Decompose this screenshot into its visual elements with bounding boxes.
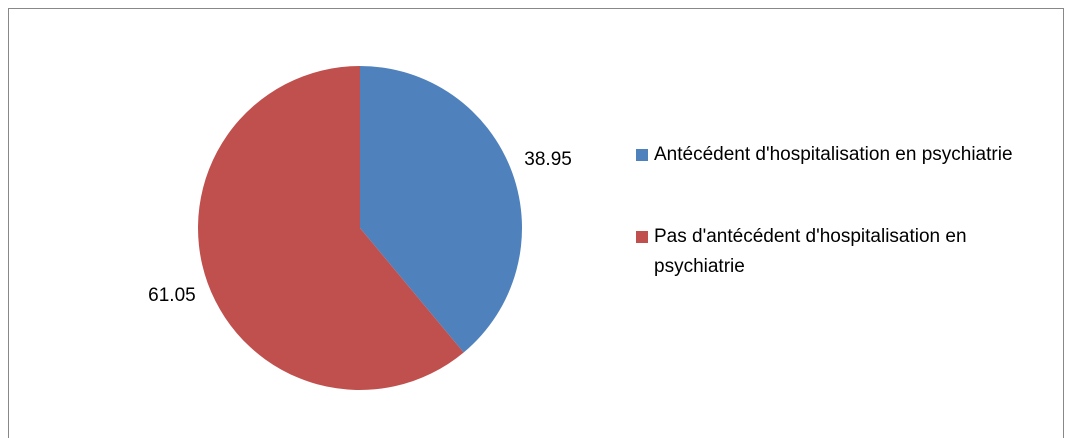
chart-border [8, 8, 1064, 438]
data-label: 61.05 [148, 285, 196, 306]
legend-swatch [636, 149, 648, 161]
legend: Antécédent d'hospitalisation en psychiat… [636, 140, 1046, 334]
legend-label: Pas d'antécédent d'hospitalisation en ps… [654, 226, 967, 277]
legend-entry: Pas d'antécédent d'hospitalisation en ps… [636, 222, 1046, 282]
pie-slice [198, 66, 464, 390]
legend-swatch [636, 231, 648, 243]
legend-label: Antécédent d'hospitalisation en psychiat… [654, 144, 1013, 165]
data-label: 38.95 [524, 149, 572, 170]
legend-entry: Antécédent d'hospitalisation en psychiat… [636, 140, 1046, 170]
pie-slice [360, 66, 522, 353]
